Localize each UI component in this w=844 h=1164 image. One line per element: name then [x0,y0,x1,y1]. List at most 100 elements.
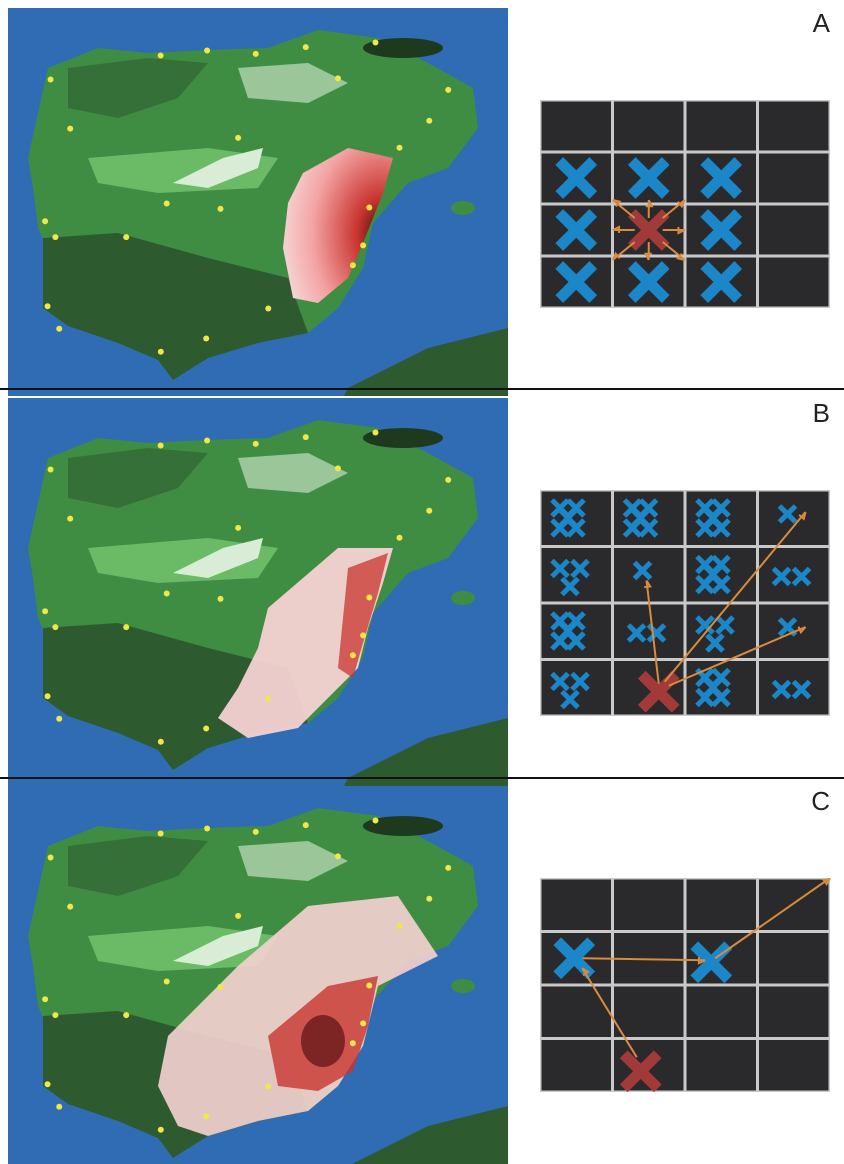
pale-patch-north [238,841,348,881]
observation-point [56,1103,63,1110]
observation-point [67,125,74,132]
blue-cross [638,518,659,538]
observation-point [163,590,170,597]
balearic-island [451,201,475,215]
observation-point [52,234,59,241]
grid-cell [614,604,684,658]
grid-diagram-a [540,100,830,308]
observation-point [204,825,211,832]
observation-point [360,1020,367,1027]
blue-cross [622,518,643,538]
observation-point [360,632,367,639]
observation-point [52,1012,59,1019]
observation-point [217,595,224,602]
blue-cross [627,261,670,303]
spread-arrow [644,242,652,261]
blue-cross [550,558,570,579]
grid-cell [759,1040,829,1091]
red-cross [619,1050,662,1093]
observation-point [42,608,49,615]
spread-arrow [662,241,686,261]
pyrenees-patch [363,428,443,448]
pale-patch [173,148,263,188]
observation-point [265,695,272,702]
blue-cross [555,157,598,199]
observation-point [349,652,356,659]
walk-arrow [714,878,831,960]
grid-cell [686,1040,756,1091]
blue-cross [715,615,735,635]
blue-cross [695,687,715,708]
blue-cross [700,209,743,251]
pale-patch-north [238,63,348,103]
observation-point [396,922,403,929]
blue-cross [700,261,743,303]
divider-ab [0,388,844,390]
observation-point [157,442,164,449]
grid-cell [686,548,756,602]
observation-point [123,1012,130,1019]
observation-point [235,524,242,531]
iberia-map-c [8,786,508,1164]
observation-point [203,335,210,342]
blue-cross [695,615,715,635]
blue-cross [570,558,590,579]
observation-point [265,305,272,312]
grid-cell [686,986,756,1037]
infection-a [283,148,393,303]
observation-point [334,75,341,82]
blue-cross [700,157,743,199]
grid-cell [686,101,756,151]
blue-cross [560,576,580,597]
walk-arrow [582,957,706,965]
observation-point [426,895,433,902]
blue-cross [705,633,725,653]
infection-b-core [338,553,388,678]
observation-point [235,134,242,141]
observation-point [44,303,51,310]
observation-point [349,262,356,269]
blue-cross [777,504,798,524]
observation-point [396,534,403,541]
panel-label-a: A [812,8,830,38]
red-cross [627,209,670,251]
pale-patch [173,538,263,578]
blue-cross [555,209,598,251]
observation-point [426,507,433,514]
blue-cross [711,687,731,708]
observation-point [52,624,59,631]
blue-cross [626,623,647,643]
observation-point [265,1083,272,1090]
blue-cross [695,518,715,538]
observation-point [426,117,433,124]
observation-point [123,234,130,241]
blue-cross [632,560,653,581]
observation-point [252,50,259,57]
blue-cross [771,566,792,587]
dark-vegetation [43,233,308,380]
observation-point [123,624,130,631]
blue-cross [550,671,570,692]
blue-cross [566,631,586,651]
blue-cross [791,679,812,700]
red-cross [637,670,680,713]
africa-coast [352,1106,508,1164]
africa-coast [344,718,508,786]
observation-point [204,437,211,444]
pyrenees-patch [363,38,443,58]
blue-cross [550,631,570,651]
grid-cell [614,491,684,545]
iberia-map-b [8,398,508,786]
observation-point [163,200,170,207]
grid-cell [759,101,829,151]
panel-a: A [0,0,844,396]
observation-point [334,853,341,860]
blue-cross [550,518,570,538]
grid-cell [614,101,684,151]
jump-arrow [644,579,660,684]
grid-cell [686,491,756,545]
observation-point [360,242,367,249]
grid-cell [541,604,611,658]
observation-point [56,325,63,332]
grid-cell [759,153,829,203]
